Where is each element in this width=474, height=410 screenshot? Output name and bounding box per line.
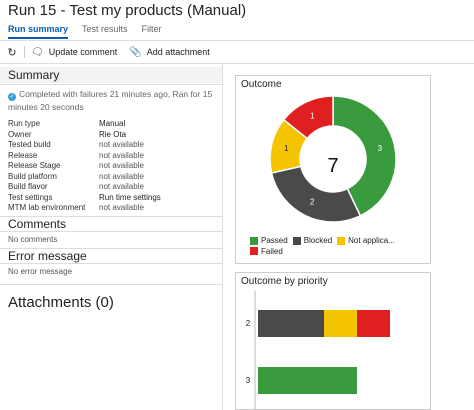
divider — [0, 231, 222, 232]
legend-swatch — [250, 236, 258, 245]
property-row: MTM lab environment not available — [8, 203, 222, 214]
legend-item: Blocked — [292, 236, 333, 245]
run-status: ✓ Completed with failures 21 minutes ago,… — [8, 88, 220, 113]
tab-run-summary[interactable]: Run summary — [8, 24, 69, 42]
property-key: MTM lab environment — [8, 203, 86, 212]
page-title: Run 15 - Test my products (Manual) — [8, 2, 247, 19]
property-key: Build flavor — [8, 182, 48, 191]
divider — [0, 263, 222, 264]
donut-slice[interactable] — [332, 95, 397, 217]
priority-category-label: 2 — [246, 319, 251, 328]
outcome-donut-chart: 3 2 1 1 7 — [269, 95, 397, 223]
donut-slice-label: 1 — [284, 144, 289, 153]
divider — [0, 63, 474, 64]
property-value: Run time settings — [99, 192, 161, 202]
property-row: Run type Manual — [8, 119, 222, 130]
divider — [0, 40, 474, 41]
donut-slice-label: 3 — [378, 144, 383, 153]
donut-slice[interactable] — [270, 165, 362, 223]
run-properties: Run type Manual Owner Rie Ota Tested build no… — [8, 119, 222, 214]
update-comment-button[interactable]: 🗨 Update comment — [31, 47, 117, 58]
property-row: Owner Rie Ota — [8, 130, 222, 141]
priority-bar-segment[interactable] — [258, 367, 357, 394]
donut-slice-label: 2 — [310, 198, 315, 207]
divider — [0, 84, 222, 85]
property-key: Owner — [8, 129, 32, 139]
tab-bar: Run summary Test results Filter — [8, 24, 176, 42]
summary-heading: Summary — [8, 68, 60, 82]
comments-text: No comments — [8, 235, 58, 244]
property-row: Release Stage not available — [8, 161, 222, 172]
outcome-card: Outcome 3 2 1 1 7 Passed Blocked Not applica.… — [235, 75, 431, 264]
attachments-heading: Attachments (0) — [8, 294, 114, 311]
property-key: Tested build — [8, 140, 51, 149]
add-attachment-button[interactable]: 📎 Add attachment — [129, 47, 210, 58]
property-key: Release Stage — [8, 161, 61, 170]
donut-slice-label: 1 — [310, 111, 315, 120]
update-comment-label: Update comment — [48, 47, 118, 57]
property-row: Test settings Run time settings — [8, 193, 222, 204]
check-circle-icon: ✓ — [8, 93, 16, 101]
legend-item: Not applica... — [337, 236, 395, 245]
tab-test-results[interactable]: Test results — [82, 24, 128, 34]
property-value: Manual — [99, 119, 126, 128]
refresh-icon[interactable]: ↻ — [7, 46, 17, 59]
legend-item: Failed — [250, 247, 283, 256]
property-key: Release — [8, 150, 38, 160]
property-value: not available — [99, 150, 144, 160]
legend-swatch — [337, 236, 346, 245]
paperclip-icon: 📎 — [129, 46, 142, 58]
divider — [0, 248, 222, 249]
legend-label: Passed — [261, 236, 288, 245]
add-attachment-label: Add attachment — [146, 47, 210, 57]
priority-bar-segment[interactable] — [258, 310, 324, 337]
priority-title: Outcome by priority — [241, 276, 328, 287]
donut-slice[interactable] — [282, 95, 334, 140]
property-value: Rie Ota — [99, 129, 127, 139]
property-row: Tested build not available — [8, 140, 222, 151]
legend-item: Passed — [250, 236, 288, 245]
property-row: Build flavor not available — [8, 182, 222, 193]
outcome-total: 7 — [327, 155, 338, 177]
property-row: Build platform not available — [8, 172, 222, 183]
toolbar-separator — [24, 46, 25, 58]
toolbar: ↻ 🗨 Update comment 📎 Add attachment — [6, 44, 222, 60]
priority-category-label: 3 — [246, 376, 251, 385]
priority-bar-chart: 23 — [246, 291, 390, 410]
property-value: not available — [99, 203, 144, 212]
divider — [0, 284, 222, 285]
legend-label: Not applica... — [348, 236, 395, 245]
property-row: Release not available — [8, 151, 222, 162]
status-line-1: Completed with failures 21 minutes ago, … — [19, 89, 213, 99]
priority-bar-segment[interactable] — [324, 310, 357, 337]
property-value: not available — [99, 140, 144, 149]
summary-header-bar — [0, 67, 222, 83]
divider — [0, 216, 222, 217]
tab-filter[interactable]: Filter — [141, 24, 162, 34]
outcome-legend: Passed Blocked Not applica... Failed — [250, 236, 428, 257]
comment-icon: 🗨 — [31, 46, 44, 58]
panel-divider — [222, 64, 223, 410]
property-key: Test settings — [8, 192, 53, 202]
comments-heading: Comments — [8, 217, 67, 231]
priority-bar-segment[interactable] — [357, 310, 390, 337]
legend-label: Blocked — [303, 236, 333, 245]
property-value: not available — [99, 182, 144, 191]
error-text: No error message — [8, 267, 73, 276]
property-key: Run type — [8, 119, 41, 128]
legend-swatch — [292, 236, 301, 245]
error-heading: Error message — [8, 249, 87, 263]
property-value: not available — [99, 171, 144, 181]
legend-swatch — [250, 247, 258, 255]
property-key: Build platform — [8, 171, 57, 181]
status-line-2: minutes 20 seconds — [8, 102, 84, 112]
property-value: not available — [99, 161, 144, 170]
outcome-title: Outcome — [241, 79, 282, 90]
legend-label: Failed — [261, 246, 283, 256]
